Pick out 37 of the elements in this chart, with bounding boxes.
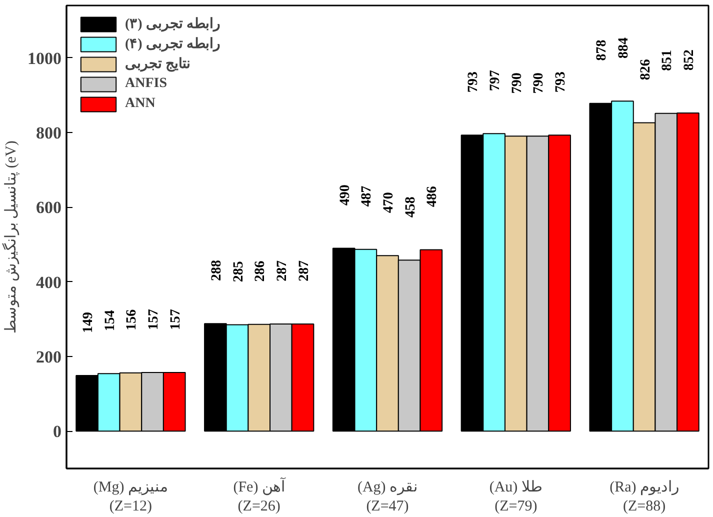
data-label: 156	[124, 309, 140, 330]
data-label: 851	[660, 50, 676, 71]
data-label: 286	[253, 260, 268, 282]
data-label: 157	[168, 308, 184, 330]
data-label: 852	[682, 49, 697, 70]
y-tick-label: 600	[36, 198, 62, 218]
legend-label: ANN	[125, 96, 156, 112]
data-label: 790	[532, 72, 547, 94]
data-label: 287	[296, 260, 312, 282]
y-axis-title: پتانسیل برانگیزش متوسط (eV)	[2, 140, 20, 334]
y-tick-label: 800	[36, 123, 62, 142]
data-label: 486	[425, 186, 440, 208]
data-label: 790	[510, 72, 525, 94]
y-tick-label: 0	[53, 422, 62, 442]
data-label: 490	[338, 184, 353, 206]
data-label: 826	[638, 59, 654, 80]
data-label: 285	[231, 261, 246, 282]
legend-label: رابطه تجربی (۴)	[125, 36, 220, 53]
data-label: 878	[594, 40, 610, 61]
legend-label: ANFIS	[125, 76, 168, 92]
data-label: 154	[102, 310, 118, 332]
data-label: 288	[209, 260, 224, 282]
data-label: 884	[616, 38, 632, 59]
y-tick-label: 200	[36, 347, 62, 366]
data-label: 793	[466, 72, 482, 92]
data-label: 287	[274, 260, 290, 282]
legend-label: نتایج تجربی	[125, 56, 190, 73]
data-label: 458	[403, 196, 418, 218]
data-label: 149	[81, 312, 96, 333]
data-label: 487	[360, 186, 375, 207]
y-tick-label: 400	[36, 272, 62, 292]
data-label: 470	[382, 192, 396, 214]
legend-label: رابطه تجربی (۳)	[125, 16, 220, 33]
data-label: 157	[146, 308, 162, 330]
y-tick-label: 1000	[28, 48, 62, 68]
data-label: 797	[488, 70, 504, 92]
data-label: 793	[554, 72, 569, 92]
